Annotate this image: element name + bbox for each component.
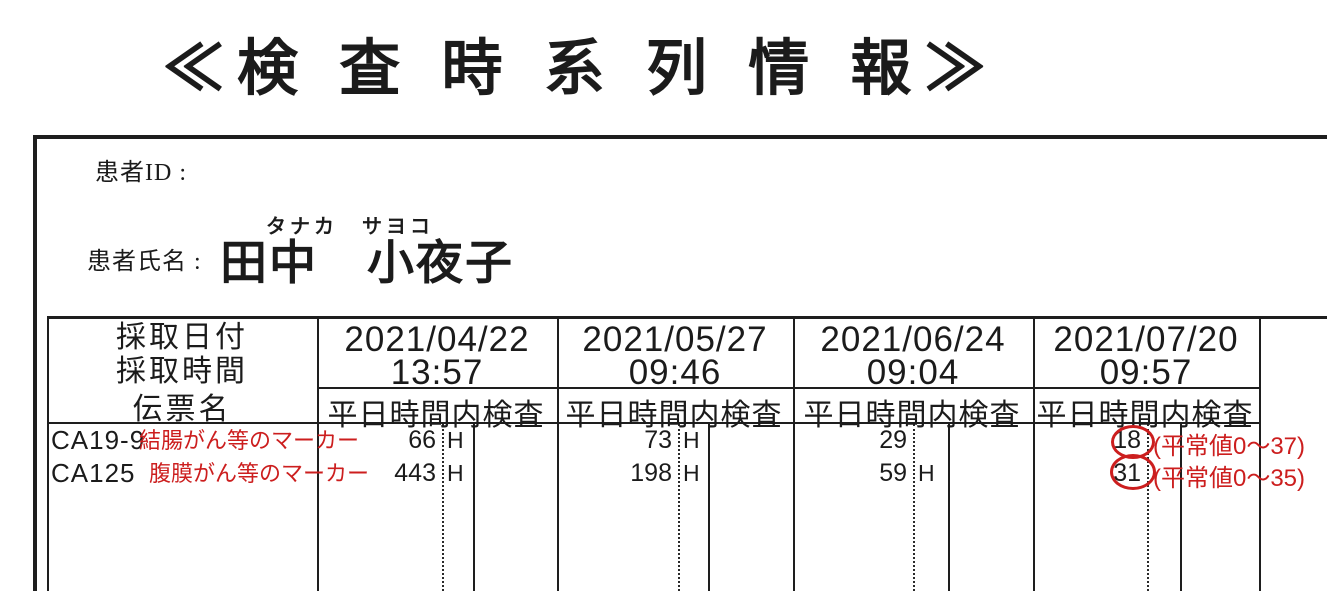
collection-date: 2021/07/20 — [1053, 320, 1239, 359]
patient-id-label: 患者ID : — [95, 160, 187, 186]
result-flag: H — [683, 460, 700, 486]
result-value: 198 — [630, 459, 672, 487]
result-flag: H — [447, 460, 464, 486]
sub-column-border — [473, 422, 475, 591]
column-border — [557, 316, 559, 591]
flag-separator-dotted-line — [678, 424, 680, 591]
collection-time: 09:57 — [1099, 353, 1193, 392]
flag-separator-dotted-line — [913, 424, 915, 591]
outer-box-left-border — [33, 135, 37, 591]
table-left-border — [47, 316, 49, 591]
collection-time: 13:57 — [390, 353, 484, 392]
header-bottom-border — [47, 422, 1260, 424]
slip-name: 平日時間内検査 — [565, 399, 783, 432]
patient-name: 田中 小夜子 — [220, 236, 514, 289]
slip-name: 平日時間内検査 — [1036, 399, 1254, 432]
collection-time-label: 採取時間 — [116, 355, 248, 388]
outer-box-top-border — [33, 135, 1327, 139]
red-circle-annotation — [1110, 454, 1156, 490]
header-time-separator-line — [317, 387, 1259, 389]
result-value: 66 — [408, 426, 436, 454]
marker-annotation: 腹膜がん等のマーカー — [149, 461, 370, 486]
test-name: CA19-9 — [51, 425, 146, 455]
header-row-labels: 採取日付 採取時間 伝票名 — [47, 321, 317, 427]
result-value: 29 — [879, 426, 907, 454]
column-border — [317, 316, 319, 591]
collection-time: 09:46 — [628, 353, 722, 392]
collection-date: 2021/05/27 — [582, 320, 768, 359]
slip-name: 平日時間内検査 — [803, 399, 1021, 432]
column-border — [1259, 316, 1261, 591]
result-value: 59 — [879, 459, 907, 487]
patient-name-label: 患者氏名 : — [87, 249, 202, 275]
result-flag: H — [447, 427, 464, 453]
sub-column-border — [948, 422, 950, 591]
slip-name-label: 伝票名 — [132, 393, 232, 426]
collection-date: 2021/06/24 — [820, 320, 1006, 359]
slip-name: 平日時間内検査 — [327, 399, 545, 432]
result-flag: H — [683, 427, 700, 453]
result-flag: H — [918, 460, 935, 486]
result-value: 443 — [394, 459, 436, 487]
column-border — [1033, 316, 1035, 591]
collection-date-label: 採取日付 — [116, 321, 248, 354]
normal-range-annotation: (平常値0〜37) — [1153, 433, 1306, 460]
page-title: ≪検 査 時 系 列 情 報≫ — [163, 36, 999, 103]
column-border — [793, 316, 795, 591]
test-name: CA125 — [51, 458, 136, 488]
table-top-border — [47, 316, 1327, 319]
patient-name-furigana: タナカ サヨコ — [266, 216, 434, 238]
flag-separator-dotted-line — [442, 424, 444, 591]
flag-separator-dotted-line — [1147, 424, 1149, 591]
collection-time: 09:04 — [866, 353, 960, 392]
sub-column-border — [1180, 422, 1182, 591]
sub-column-border — [708, 422, 710, 591]
normal-range-annotation: (平常値0〜35) — [1153, 465, 1306, 492]
marker-annotation: 結腸がん等のマーカー — [139, 428, 360, 453]
result-value: 73 — [644, 426, 672, 454]
collection-date: 2021/04/22 — [344, 320, 530, 359]
